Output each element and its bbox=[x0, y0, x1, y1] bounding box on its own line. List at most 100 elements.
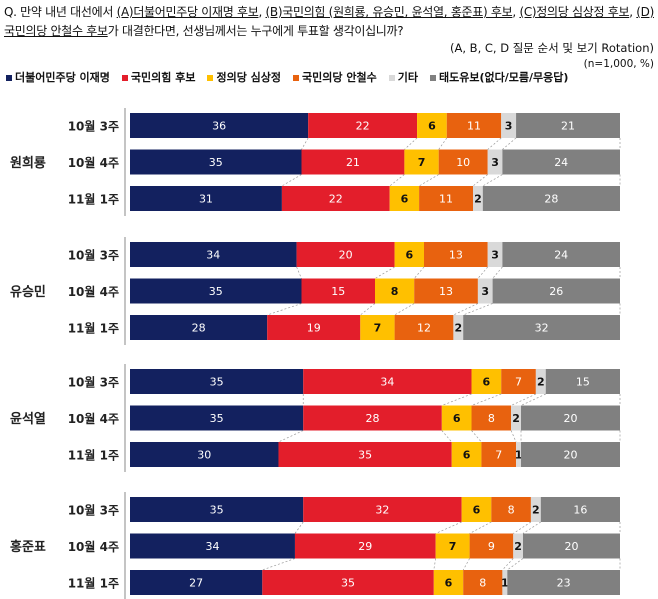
data-label: 7 bbox=[495, 449, 502, 462]
legend-label: 정의당 심상정 bbox=[216, 71, 282, 84]
bar-segment bbox=[394, 315, 454, 340]
data-label: 35 bbox=[209, 285, 223, 298]
bar-segment bbox=[130, 533, 295, 559]
data-label: 6 bbox=[445, 577, 453, 590]
data-label: 35 bbox=[210, 412, 224, 425]
connector-line bbox=[296, 266, 302, 279]
data-label: 8 bbox=[488, 412, 495, 425]
connector-line bbox=[441, 430, 452, 443]
question-option: (A)더불어민주당 이재명 후보 bbox=[116, 5, 259, 19]
connector-line bbox=[281, 174, 302, 187]
data-label: 31 bbox=[199, 193, 213, 206]
question-option: (C)정의당 심상정 후보 bbox=[519, 5, 630, 19]
bar-segment bbox=[530, 497, 541, 522]
bar-segment bbox=[375, 278, 415, 304]
connector-line bbox=[413, 266, 425, 279]
question-option: (D)국민의당 안철수 후보 bbox=[4, 5, 654, 38]
data-label: 16 bbox=[573, 504, 587, 517]
row-label: 10월 4주 bbox=[68, 539, 119, 554]
data-label: 11 bbox=[467, 120, 481, 133]
connector-line bbox=[510, 393, 537, 406]
connector-line bbox=[502, 558, 514, 571]
bar-segment bbox=[451, 442, 482, 467]
bar-segment bbox=[471, 405, 512, 431]
row-label: 10월 3주 bbox=[68, 119, 119, 134]
data-label: 2 bbox=[514, 540, 522, 553]
connector-line bbox=[294, 521, 304, 534]
bar-segment bbox=[308, 113, 418, 138]
connector-line bbox=[522, 521, 541, 534]
connector-line bbox=[492, 266, 503, 279]
connector-line bbox=[513, 521, 532, 534]
group-label: 유승민 bbox=[10, 284, 46, 300]
row-label: 10월 4주 bbox=[68, 411, 119, 426]
data-label: 32 bbox=[535, 322, 549, 335]
bar-segment bbox=[424, 242, 488, 267]
question-fragment: , bbox=[629, 5, 637, 19]
data-label: 6 bbox=[453, 412, 461, 425]
bar-segment bbox=[463, 570, 503, 595]
bar-segment bbox=[511, 405, 522, 431]
legend-label: 태도유보(없다/모름/무응답) bbox=[438, 71, 569, 84]
data-label: 11 bbox=[439, 193, 453, 206]
data-label: 34 bbox=[380, 376, 394, 389]
bar-segment bbox=[417, 113, 447, 138]
bar-segment bbox=[278, 442, 452, 467]
bar-segment bbox=[130, 442, 279, 467]
bar-segment bbox=[473, 186, 483, 211]
data-label: 22 bbox=[356, 120, 370, 133]
bar-segment bbox=[482, 186, 620, 211]
data-label: 20 bbox=[564, 540, 578, 553]
data-label: 32 bbox=[375, 504, 389, 517]
data-label: 21 bbox=[346, 156, 360, 169]
connector-line bbox=[389, 174, 405, 187]
bar-segment bbox=[389, 186, 420, 211]
question-fragment: , bbox=[512, 5, 520, 19]
row-label: 11월 1주 bbox=[68, 448, 119, 463]
data-label: 23 bbox=[557, 577, 571, 590]
data-label: 35 bbox=[210, 376, 224, 389]
connector-line bbox=[404, 137, 418, 150]
bar-segment bbox=[507, 570, 620, 595]
connector-line bbox=[374, 266, 395, 279]
legend-swatch bbox=[207, 75, 214, 81]
data-label: 8 bbox=[479, 577, 486, 590]
bar-segment bbox=[453, 315, 464, 340]
bar-segment bbox=[130, 278, 302, 304]
bar-segment bbox=[262, 570, 434, 595]
legend-label: 더불어민주당 이재명 bbox=[15, 71, 110, 84]
bar-segment bbox=[521, 405, 620, 431]
row-label: 10월 3주 bbox=[68, 248, 119, 263]
bar-segment bbox=[414, 278, 478, 304]
bar-segment bbox=[502, 149, 620, 175]
connector-line bbox=[441, 393, 472, 406]
legend-item: 국민의당 안철수 bbox=[293, 69, 377, 85]
connector-line bbox=[433, 558, 436, 571]
data-label: 19 bbox=[307, 322, 321, 335]
legend-item: 기타 bbox=[388, 69, 418, 85]
connector-line bbox=[507, 558, 524, 571]
data-label: 26 bbox=[549, 285, 563, 298]
data-label: 6 bbox=[405, 249, 413, 262]
connector-line bbox=[472, 174, 488, 187]
data-label: 35 bbox=[358, 449, 372, 462]
bar-segment bbox=[301, 278, 375, 304]
data-label: 30 bbox=[197, 449, 211, 462]
legend-swatch bbox=[6, 75, 12, 81]
connector-line bbox=[471, 393, 502, 406]
data-label: 6 bbox=[473, 504, 481, 517]
question-fragment: Q. 만약 내년 대선에서 bbox=[4, 5, 117, 19]
connector-line bbox=[301, 137, 309, 150]
data-label: 20 bbox=[564, 412, 578, 425]
bar-segment bbox=[501, 369, 536, 394]
bar-segment bbox=[540, 497, 620, 522]
data-label: 27 bbox=[189, 577, 203, 590]
connector-line bbox=[469, 521, 492, 534]
bar-segment bbox=[469, 533, 514, 559]
question-option: (B)국민의힘 (원희룡, 유승민, 윤석열, 홍준표) 후보 bbox=[265, 5, 513, 19]
data-label: 2 bbox=[512, 412, 520, 425]
data-label: 20 bbox=[564, 449, 578, 462]
data-label: 24 bbox=[554, 249, 568, 262]
data-label: 15 bbox=[331, 285, 345, 298]
